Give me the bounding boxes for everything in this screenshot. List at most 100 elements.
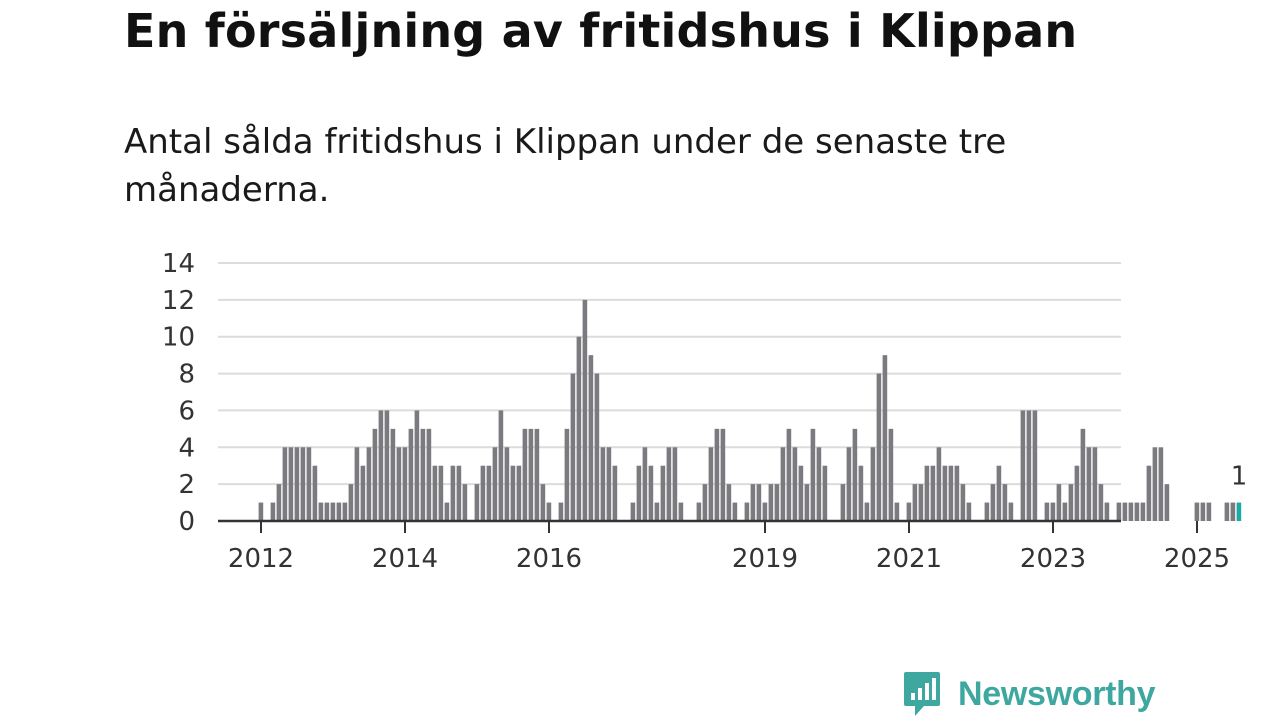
bar	[762, 502, 768, 521]
bar	[588, 355, 594, 521]
bar	[648, 465, 654, 521]
chart-subtitle: Antal sålda fritidshus i Klippan under d…	[124, 122, 1007, 210]
bar	[1068, 484, 1074, 521]
bar	[882, 355, 888, 521]
bar	[492, 447, 498, 521]
bar	[636, 465, 642, 521]
x-tick-label: 2014	[372, 544, 438, 574]
bar	[924, 465, 930, 521]
bar	[912, 484, 918, 521]
bar	[1134, 502, 1140, 521]
bar	[936, 447, 942, 521]
bar	[294, 447, 300, 521]
logo-text: Newsworthy	[958, 674, 1156, 713]
bar	[1026, 410, 1032, 521]
x-tick-label: 2012	[228, 544, 294, 574]
y-tick-label: 0	[178, 507, 195, 537]
bar	[498, 410, 504, 521]
highlight-value-label: 1	[1231, 462, 1248, 492]
bar	[732, 502, 738, 521]
bar	[966, 502, 972, 521]
bar	[432, 465, 438, 521]
bar	[948, 465, 954, 521]
bar	[522, 428, 528, 521]
bar	[594, 373, 600, 521]
bar	[462, 484, 468, 521]
bar	[504, 447, 510, 521]
bar	[720, 428, 726, 521]
bar	[1098, 484, 1104, 521]
bar	[270, 502, 276, 521]
bar	[1104, 502, 1110, 521]
bar	[576, 336, 582, 521]
bar	[474, 484, 480, 521]
bar	[546, 502, 552, 521]
bar	[306, 447, 312, 521]
bar	[288, 447, 294, 521]
x-tick-label: 2021	[876, 544, 942, 574]
bar	[456, 465, 462, 521]
bars	[258, 299, 1242, 521]
y-tick-label: 14	[162, 249, 195, 279]
bar	[312, 465, 318, 521]
bar	[408, 428, 414, 521]
bar	[258, 502, 264, 521]
bar	[318, 502, 324, 521]
bar	[384, 410, 390, 521]
bar	[402, 447, 408, 521]
bar	[918, 484, 924, 521]
bar	[870, 447, 876, 521]
bar	[348, 484, 354, 521]
x-tick-label: 2019	[732, 544, 798, 574]
bar	[696, 502, 702, 521]
x-tick-label: 2016	[516, 544, 582, 574]
bar	[810, 428, 816, 521]
bar	[324, 502, 330, 521]
bar	[708, 447, 714, 521]
bar	[864, 502, 870, 521]
bar	[1146, 465, 1152, 521]
bar	[990, 484, 996, 521]
bar	[876, 373, 882, 521]
bar	[360, 465, 366, 521]
bar	[1116, 502, 1122, 521]
bar	[726, 484, 732, 521]
bar	[672, 447, 678, 521]
bar	[1008, 502, 1014, 521]
bar	[954, 465, 960, 521]
bar	[930, 465, 936, 521]
bar	[786, 428, 792, 521]
bar	[1164, 484, 1170, 521]
bar	[756, 484, 762, 521]
bar	[894, 502, 900, 521]
bar	[1074, 465, 1080, 521]
bar	[1056, 484, 1062, 521]
bar	[768, 484, 774, 521]
bar	[330, 502, 336, 521]
bar	[534, 428, 540, 521]
bar	[1206, 502, 1212, 521]
bar	[1140, 502, 1146, 521]
bar	[570, 373, 576, 521]
y-tick-label: 8	[178, 360, 195, 390]
bar	[390, 428, 396, 521]
bar	[1200, 502, 1206, 521]
bar	[540, 484, 546, 521]
bar	[528, 428, 534, 521]
bar	[654, 502, 660, 521]
bar	[888, 428, 894, 521]
bar	[852, 428, 858, 521]
y-tick-label: 12	[162, 286, 195, 316]
bar	[480, 465, 486, 521]
bar	[426, 428, 432, 521]
bar	[282, 447, 288, 521]
bar	[750, 484, 756, 521]
bar	[558, 502, 564, 521]
bar	[846, 447, 852, 521]
bar	[276, 484, 282, 521]
bar	[1128, 502, 1134, 521]
bar	[438, 465, 444, 521]
bar	[1092, 447, 1098, 521]
bar	[336, 502, 342, 521]
bar	[564, 428, 570, 521]
